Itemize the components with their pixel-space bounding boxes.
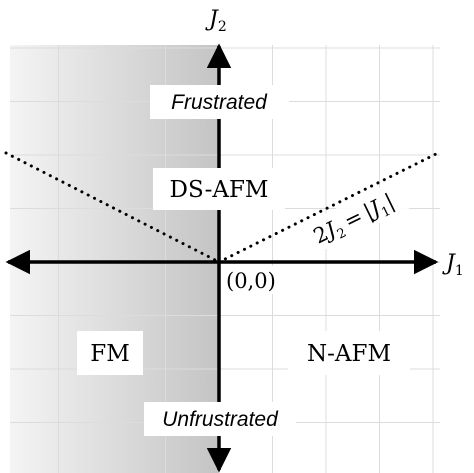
svg-text:2J2=|J1|: 2J2=|J1| (310, 189, 400, 252)
unfrustrated-box (144, 402, 296, 436)
n-afm-box (288, 331, 410, 375)
fm-box (77, 331, 143, 375)
fm-label: FM (90, 341, 130, 367)
ds-afm-box (153, 168, 285, 210)
j1-axis-label: J1 (442, 251, 464, 279)
unfrustrated-label: Unfrustrated (162, 408, 279, 431)
frustrated-label: Frustrated (171, 91, 268, 114)
origin-label: (0,0) (226, 269, 276, 293)
frustrated-box (150, 85, 289, 119)
n-afm-label: N-AFM (307, 341, 391, 367)
boundary-equation-label: 2J2=|J1| (305, 173, 423, 253)
boundary-line-left (4, 151, 221, 264)
ds-afm-label: DS-AFM (170, 177, 269, 203)
j2-axis-label: J2 (205, 7, 227, 35)
origin-label-box (223, 266, 285, 294)
